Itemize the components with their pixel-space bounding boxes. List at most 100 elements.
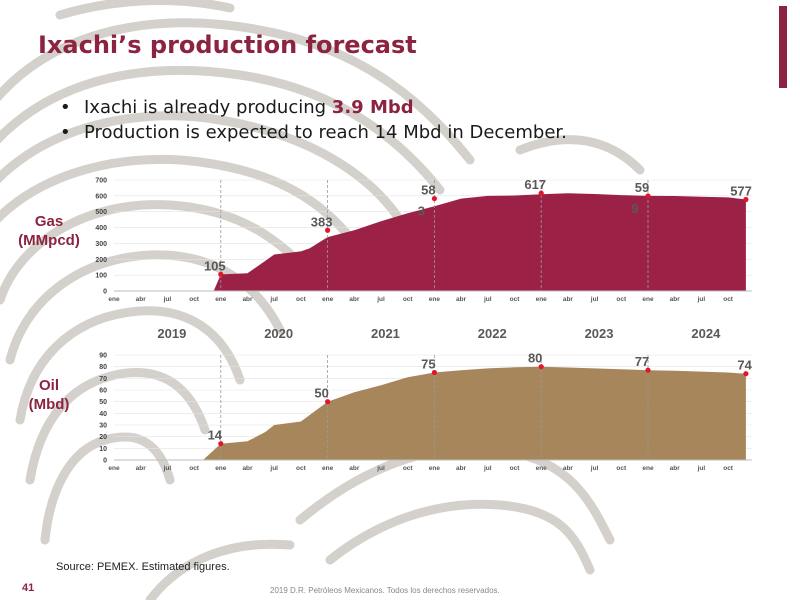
data-label: 617 [524,177,546,192]
x-tick-label: oct [616,296,627,303]
y-tick-label: 60 [99,388,107,395]
x-tick-label: jul [376,465,385,472]
x-tick-label: oct [296,465,307,472]
y-tick-label: 80 [99,364,107,371]
data-point-marker [645,367,651,373]
y-tick-label: 20 [99,434,107,441]
data-point-marker [743,371,749,377]
x-tick-label: abr [456,465,467,472]
data-label: 383 [311,214,333,229]
x-tick-label: ene [536,296,548,303]
data-label: 9 [631,201,638,216]
x-tick-label: abr [136,465,147,472]
bullet-text: Ixachi is already producing [84,97,332,118]
y-tick-label: 100 [95,273,107,280]
x-tick-label: jul [590,296,599,303]
x-tick-label: abr [242,296,253,303]
x-tick-label: oct [723,296,734,303]
y-tick-label: 0 [103,458,107,465]
bullet-item: Production is expected to reach 14 Mbd i… [60,120,567,145]
data-label: 77 [635,354,649,369]
brand-accent-bar [779,6,787,88]
x-tick-label: abr [563,296,574,303]
data-point-marker [538,190,544,196]
oil-axis-label: Oil (Mbd) [8,376,90,414]
x-tick-label: jul [376,296,385,303]
y-tick-label: 70 [99,376,107,383]
data-label: 59 [635,180,649,195]
x-tick-label: oct [403,296,414,303]
x-tick-label: jul [590,465,599,472]
gas-area-series [213,193,746,291]
data-label: 58 [421,183,435,198]
highlight-value: 3.9 Mbd [331,97,414,118]
x-tick-label: jul [483,465,492,472]
x-tick-label: ene [642,296,654,303]
year-label: 2019 [157,326,186,341]
data-label: 3 [418,204,425,219]
data-point-marker [325,399,331,405]
x-tick-label: jul [269,465,278,472]
data-label: 80 [528,351,542,366]
x-tick-label: oct [296,296,307,303]
x-tick-label: oct [723,465,734,472]
gas-label-line2: (MMpcd) [18,232,80,249]
y-tick-label: 10 [99,446,107,453]
y-tick-label: 700 [95,178,107,185]
x-tick-label: oct [189,296,200,303]
year-label: 2020 [264,326,293,341]
data-point-marker [645,193,651,199]
source-note: Source: PEMEX. Estimated figures. [56,561,230,573]
x-tick-label: ene [215,296,227,303]
x-tick-label: abr [349,465,360,472]
page-title: Ixachi’s production forecast [38,31,417,59]
x-tick-label: jul [697,465,706,472]
x-tick-label: ene [215,465,227,472]
y-tick-label: 30 [99,423,107,430]
oil-chart: 0 10 20 30 40 50 60 70 80 90 ene abr jul oct ene abr jul… [99,351,752,472]
x-tick-label: abr [563,465,574,472]
oil-area-series [203,366,746,460]
data-point-marker [743,196,749,203]
y-tick-label: 200 [95,257,107,264]
x-tick-label: abr [670,465,681,472]
x-tick-label: jul [269,296,278,303]
y-tick-label: 500 [95,209,107,216]
x-tick-label: jul [483,296,492,303]
year-label: 2023 [585,326,614,341]
data-label: 74 [737,358,752,373]
page-number: 41 [22,582,35,594]
data-label: 577 [730,184,752,199]
data-label: 14 [208,428,223,443]
gas-axis-label: Gas (MMpcd) [8,212,90,250]
x-tick-label: ene [429,465,441,472]
data-label: 50 [314,386,328,401]
x-tick-label: oct [510,465,521,472]
data-point-marker [431,369,437,376]
y-tick-label: 50 [99,399,107,406]
y-tick-label: 40 [99,411,107,418]
x-tick-label: abr [349,296,360,303]
y-tick-label: 600 [95,193,107,200]
year-label: 2022 [478,326,507,341]
x-tick-label: abr [456,296,467,303]
year-label: 2021 [371,326,400,341]
bullet-text: Production is expected to reach 14 Mbd i… [84,122,567,143]
y-tick-label: 90 [99,353,107,360]
x-tick-label: ene [322,296,334,303]
data-point-marker [325,227,331,233]
oil-label-line2: (Mbd) [28,396,70,413]
x-tick-label: abr [136,296,147,303]
data-point-marker [218,271,224,277]
x-tick-label: ene [322,465,334,472]
x-tick-label: jul [163,465,172,472]
x-tick-label: jul [163,296,172,303]
x-tick-label: oct [403,465,414,472]
copyright-note: 2019 D.R. Petróleos Mexicanos. Todos los… [270,586,500,595]
y-tick-label: 0 [103,289,107,296]
bullet-list: Ixachi is already producing 3.9 Mbd Prod… [60,95,567,145]
gas-chart: 0 100 200 300 400 500 600 700 ene abr jul oct ene abr… [95,177,752,341]
x-tick-label: oct [510,296,521,303]
